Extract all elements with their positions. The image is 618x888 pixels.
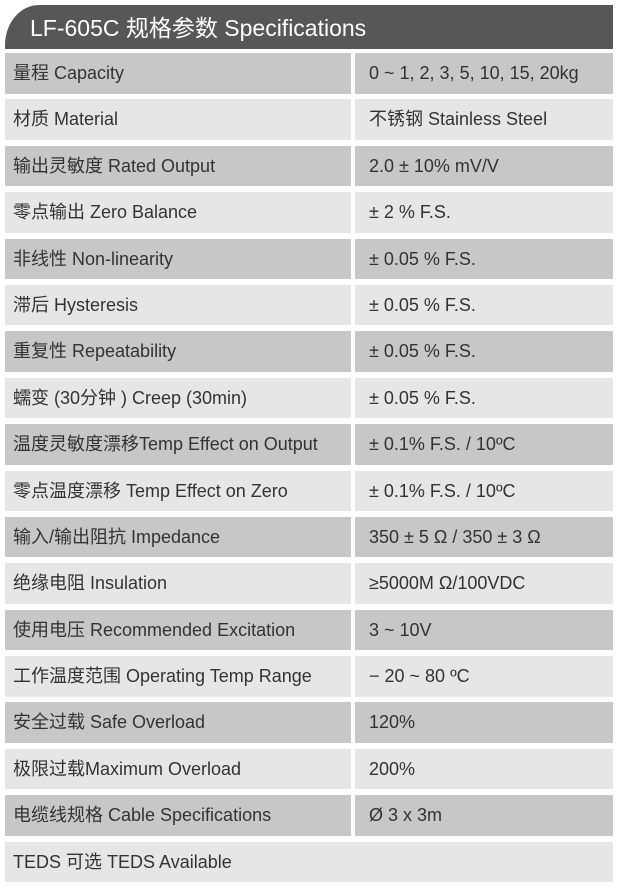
table-row: 输出灵敏度 Rated Output 2.0 ± 10% mV/V [5, 145, 613, 187]
table-row: 蠕变 (30分钟 ) Creep (30min) ± 0.05 % F.S. [5, 377, 613, 419]
spec-value: 0 ~ 1, 2, 3, 5, 10, 15, 20kg [355, 53, 613, 94]
spec-value: ± 2 % F.S. [355, 192, 613, 233]
spec-value: ± 0.05 % F.S. [355, 238, 613, 280]
spec-label: 安全过载 Safe Overload [5, 702, 351, 743]
table-row: TEDS 可选 TEDS Available [5, 841, 613, 883]
spec-label: 零点输出 Zero Balance [5, 192, 351, 233]
table-row: 使用电压 Recommended Excitation 3 ~ 10V [5, 609, 613, 651]
table-row: 重复性 Repeatability ± 0.05 % F.S. [5, 331, 613, 372]
spec-label: 输入/输出阻抗 Impedance [5, 516, 351, 558]
spec-value: 120% [355, 702, 613, 743]
spec-label: 零点温度漂移 Temp Effect on Zero [5, 470, 351, 512]
spec-label: 非线性 Non-linearity [5, 238, 351, 280]
spec-value: 2.0 ± 10% mV/V [355, 145, 613, 187]
spec-label: 滞后 Hysteresis [5, 284, 351, 326]
spec-label: 电缆线规格 Cable Specifications [5, 795, 351, 836]
table-row: 温度灵敏度漂移Temp Effect on Output ± 0.1% F.S. … [5, 424, 613, 465]
spec-value: ± 0.05 % F.S. [355, 331, 613, 372]
spec-value: ≥5000M Ω/100VDC [355, 563, 613, 604]
spec-value: 不锈钢 Stainless Steel [355, 99, 613, 140]
spec-value: ± 0.05 % F.S. [355, 284, 613, 326]
spec-value: 3 ~ 10V [355, 609, 613, 651]
table-row: 工作温度范围 Operating Temp Range − 20 ~ 80 ºC [5, 656, 613, 697]
spec-label: 量程 Capacity [5, 53, 351, 94]
table-row: 绝缘电阻 Insulation ≥5000M Ω/100VDC [5, 563, 613, 604]
spec-label: 重复性 Repeatability [5, 331, 351, 372]
spec-title: LF-605C 规格参数 Specifications [30, 15, 367, 41]
table-row: 零点输出 Zero Balance ± 2 % F.S. [5, 192, 613, 233]
table-row: 安全过载 Safe Overload 120% [5, 702, 613, 743]
table-row: 电缆线规格 Cable Specifications Ø 3 x 3m [5, 795, 613, 836]
spec-table: 量程 Capacity 0 ~ 1, 2, 3, 5, 10, 15, 20kg 材… [5, 53, 613, 888]
table-row: 非线性 Non-linearity ± 0.05 % F.S. [5, 238, 613, 280]
table-row: 零点温度漂移 Temp Effect on Zero ± 0.1% F.S. / … [5, 470, 613, 512]
spec-value: ± 0.1% F.S. / 10ºC [355, 424, 613, 465]
spec-label: TEDS 可选 TEDS Available [5, 841, 613, 883]
spec-header: LF-605C 规格参数 Specifications [5, 5, 613, 49]
table-row: 极限过载Maximum Overload 200% [5, 748, 613, 790]
spec-label: 使用电压 Recommended Excitation [5, 609, 351, 651]
spec-label: 极限过载Maximum Overload [5, 748, 351, 790]
spec-label: 绝缘电阻 Insulation [5, 563, 351, 604]
spec-value: Ø 3 x 3m [355, 795, 613, 836]
spec-label: 工作温度范围 Operating Temp Range [5, 656, 351, 697]
table-row: 材质 Material 不锈钢 Stainless Steel [5, 99, 613, 140]
spec-label: 输出灵敏度 Rated Output [5, 145, 351, 187]
spec-value: 200% [355, 748, 613, 790]
table-row: 量程 Capacity 0 ~ 1, 2, 3, 5, 10, 15, 20kg [5, 53, 613, 94]
spec-value: − 20 ~ 80 ºC [355, 656, 613, 697]
spec-value: 350 ± 5 Ω / 350 ± 3 Ω [355, 516, 613, 558]
spec-value: ± 0.05 % F.S. [355, 377, 613, 419]
table-row: 输入/输出阻抗 Impedance 350 ± 5 Ω / 350 ± 3 Ω [5, 516, 613, 558]
spec-value: ± 0.1% F.S. / 10ºC [355, 470, 613, 512]
spec-label: 材质 Material [5, 99, 351, 140]
spec-label: 温度灵敏度漂移Temp Effect on Output [5, 424, 351, 465]
spec-label: 蠕变 (30分钟 ) Creep (30min) [5, 377, 351, 419]
table-row: 滞后 Hysteresis ± 0.05 % F.S. [5, 284, 613, 326]
